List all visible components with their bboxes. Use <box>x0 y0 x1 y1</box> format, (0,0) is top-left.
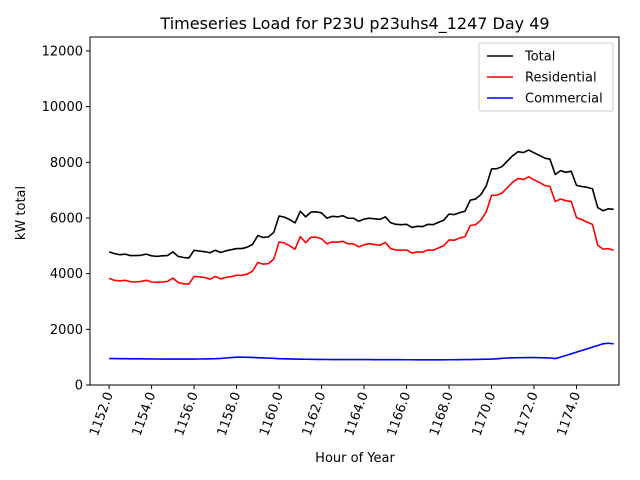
y-tick-label: 10000 <box>42 100 83 115</box>
series-line-commercial <box>109 342 614 361</box>
y-tick-label: 2000 <box>50 323 83 338</box>
x-axis-label: Hour of Year <box>315 451 395 466</box>
legend-box <box>478 42 614 112</box>
y-tick-label: 0 <box>75 379 83 394</box>
y-tick-label: 4000 <box>50 267 83 282</box>
legend-label-total: Total <box>524 50 555 65</box>
chart-title: Timeseries Load for P23U p23uhs4_1247 Da… <box>159 14 549 34</box>
series-line-total <box>108 149 614 259</box>
axes-frame <box>89 36 620 386</box>
legend-label-residential: Residential <box>525 71 597 86</box>
legend: Total Residential Commercial <box>478 42 614 112</box>
legend-label-commercial: Commercial <box>525 92 603 107</box>
plot-area <box>108 149 614 361</box>
series-line-residential <box>108 175 614 286</box>
y-tick-label: 8000 <box>50 156 83 171</box>
y-tick-label: 6000 <box>50 211 83 226</box>
y-axis-label: kW total <box>14 186 29 240</box>
y-tick-label: 12000 <box>42 44 83 59</box>
